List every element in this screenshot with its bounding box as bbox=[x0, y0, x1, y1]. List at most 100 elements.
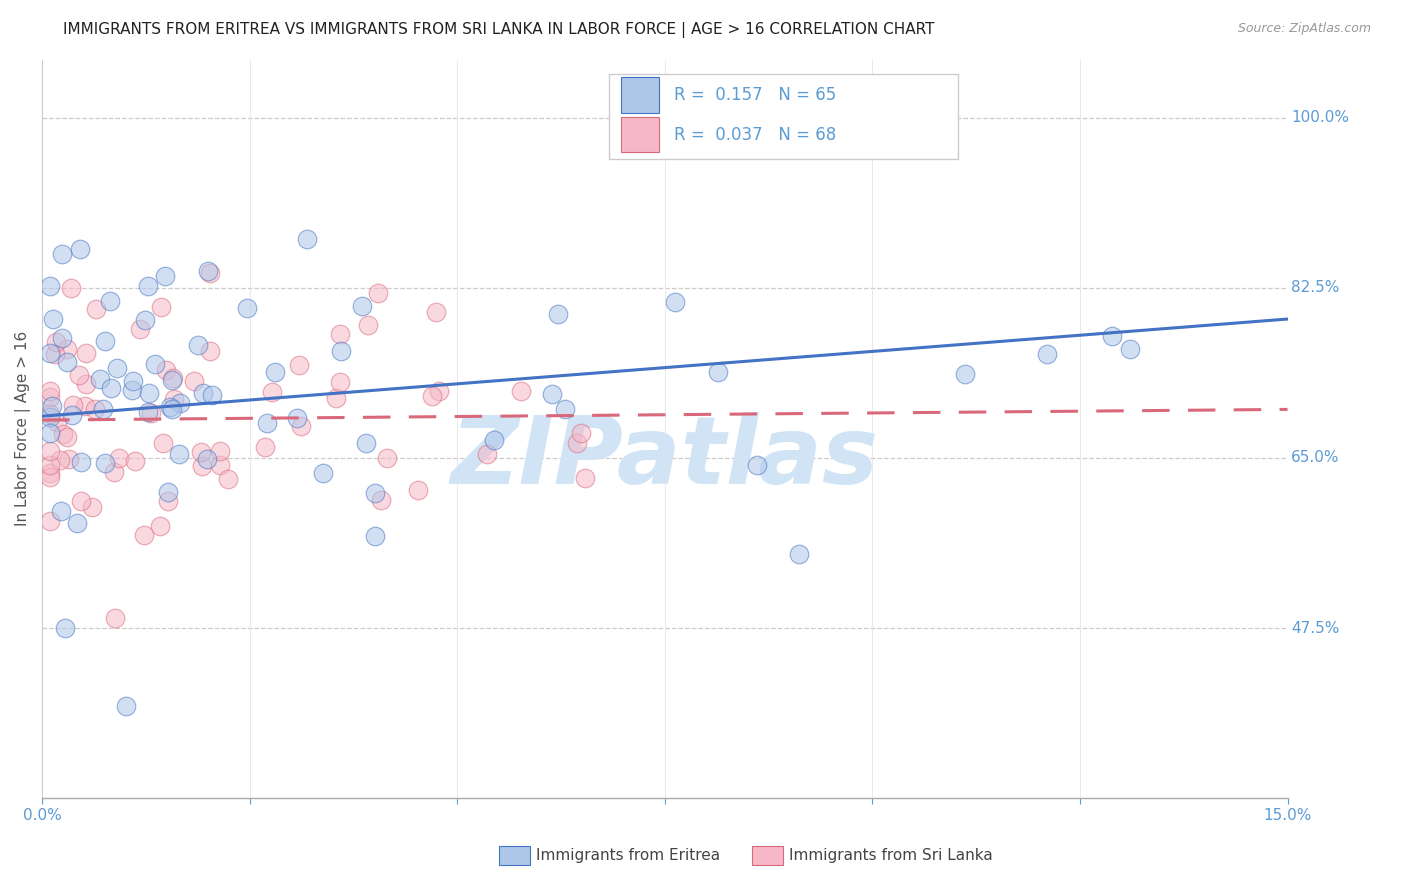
Point bbox=[136, 405, 159, 419]
Point bbox=[155, 363, 177, 377]
Point bbox=[86, 302, 108, 317]
Point bbox=[100, 381, 122, 395]
Point bbox=[39, 514, 62, 528]
Point bbox=[39, 384, 62, 399]
Point bbox=[285, 411, 308, 425]
Point bbox=[191, 459, 214, 474]
Point bbox=[183, 374, 205, 388]
Point bbox=[134, 313, 156, 327]
Text: Immigrants from Sri Lanka: Immigrants from Sri Lanka bbox=[789, 848, 993, 863]
Point bbox=[745, 458, 768, 473]
Point bbox=[93, 402, 115, 417]
Point bbox=[49, 453, 72, 467]
Point bbox=[105, 361, 128, 376]
Point bbox=[108, 451, 131, 466]
Point bbox=[66, 516, 89, 530]
Point bbox=[325, 391, 347, 405]
Point bbox=[554, 401, 576, 416]
Point bbox=[49, 503, 72, 517]
Point bbox=[69, 242, 91, 256]
Point bbox=[156, 494, 179, 508]
Point bbox=[41, 399, 63, 413]
Point bbox=[364, 486, 387, 500]
Point bbox=[787, 547, 810, 561]
Point bbox=[60, 408, 83, 422]
Point bbox=[52, 427, 75, 442]
Point bbox=[197, 451, 219, 466]
Point bbox=[571, 425, 593, 440]
Point bbox=[567, 436, 589, 450]
Point bbox=[70, 455, 93, 469]
Text: R =  0.037   N = 68: R = 0.037 N = 68 bbox=[673, 126, 835, 144]
Point bbox=[159, 400, 181, 414]
Point bbox=[1036, 347, 1059, 361]
Point bbox=[132, 528, 155, 542]
Point bbox=[121, 383, 143, 397]
Point bbox=[208, 458, 231, 472]
Text: 82.5%: 82.5% bbox=[1291, 280, 1340, 295]
Point bbox=[162, 392, 184, 407]
Point bbox=[98, 294, 121, 309]
Point bbox=[76, 346, 98, 360]
Point bbox=[152, 436, 174, 450]
Point bbox=[541, 386, 564, 401]
Point bbox=[51, 331, 73, 345]
Point bbox=[200, 343, 222, 358]
Point bbox=[82, 500, 104, 514]
Point bbox=[329, 375, 352, 389]
Point bbox=[155, 268, 177, 283]
Point bbox=[217, 472, 239, 486]
Point bbox=[364, 529, 387, 543]
Point bbox=[39, 346, 62, 360]
Point bbox=[1119, 342, 1142, 356]
Point bbox=[73, 399, 96, 413]
Point bbox=[190, 444, 212, 458]
Point bbox=[162, 373, 184, 387]
Point bbox=[59, 281, 82, 295]
Point bbox=[157, 485, 180, 500]
Point bbox=[1101, 328, 1123, 343]
Point bbox=[375, 451, 398, 466]
Point bbox=[138, 386, 160, 401]
Point bbox=[420, 389, 443, 403]
Point bbox=[39, 410, 62, 425]
Point bbox=[55, 354, 77, 368]
Point bbox=[136, 279, 159, 293]
Point bbox=[290, 419, 312, 434]
Point bbox=[953, 368, 976, 382]
Point bbox=[328, 327, 350, 342]
Point bbox=[121, 375, 143, 389]
Point bbox=[39, 466, 62, 480]
Point bbox=[547, 308, 569, 322]
Point bbox=[89, 371, 111, 385]
Point bbox=[367, 285, 389, 300]
Point bbox=[104, 611, 127, 625]
Bar bbox=[621, 77, 658, 112]
Point bbox=[510, 384, 533, 399]
Bar bbox=[621, 117, 658, 153]
Point bbox=[53, 621, 76, 635]
Point bbox=[256, 416, 278, 430]
Point bbox=[160, 402, 183, 417]
Point bbox=[236, 301, 259, 315]
Point bbox=[198, 266, 221, 280]
Point bbox=[370, 493, 392, 508]
Point bbox=[264, 365, 287, 379]
Point bbox=[58, 452, 80, 467]
Text: R =  0.157   N = 65: R = 0.157 N = 65 bbox=[673, 86, 835, 103]
Point bbox=[425, 305, 447, 319]
Point bbox=[311, 466, 333, 480]
Point bbox=[253, 440, 276, 454]
Point bbox=[406, 483, 429, 498]
Point bbox=[482, 434, 505, 448]
Point bbox=[169, 396, 191, 410]
Point bbox=[114, 698, 136, 713]
Point bbox=[169, 447, 191, 461]
Point bbox=[329, 343, 352, 358]
Point bbox=[62, 398, 84, 412]
Point bbox=[56, 430, 79, 444]
Point bbox=[83, 401, 105, 416]
Point bbox=[75, 376, 97, 391]
Text: 47.5%: 47.5% bbox=[1291, 621, 1340, 635]
Point bbox=[44, 347, 66, 361]
